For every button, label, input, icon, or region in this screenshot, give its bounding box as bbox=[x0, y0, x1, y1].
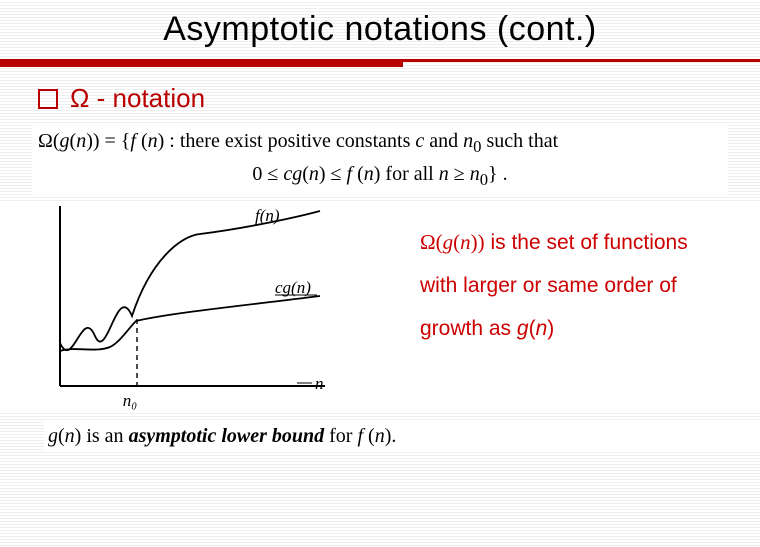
omega-graph: f(n) cg(n) n n₀ bbox=[40, 201, 340, 411]
caption: g(n) is an asymptotic lower bound for f … bbox=[44, 421, 760, 452]
graph-area: f(n) cg(n) n n₀ bbox=[0, 201, 400, 411]
side-explanation: Ω(g(n)) is the set of functions with lar… bbox=[400, 201, 760, 411]
bullet-text: Ω - notation bbox=[70, 83, 205, 114]
svg-text:cg(n): cg(n) bbox=[275, 278, 311, 297]
slide-title: Asymptotic notations (cont.) bbox=[0, 0, 760, 49]
definition-block: Ω(g(n)) = {f (n) : there exist positive … bbox=[32, 124, 728, 195]
svg-text:n: n bbox=[315, 374, 324, 393]
definition-line-1: Ω(g(n)) = {f (n) : there exist positive … bbox=[38, 128, 722, 159]
bullet-row: Ω - notation bbox=[38, 83, 760, 114]
svg-text:f(n): f(n) bbox=[255, 206, 280, 225]
svg-text:n₀: n₀ bbox=[123, 391, 138, 410]
bullet-icon bbox=[38, 89, 58, 109]
title-divider bbox=[0, 59, 760, 67]
definition-line-2: 0 ≤ cg(n) ≤ f (n) for all n ≥ n0} . bbox=[38, 161, 722, 192]
